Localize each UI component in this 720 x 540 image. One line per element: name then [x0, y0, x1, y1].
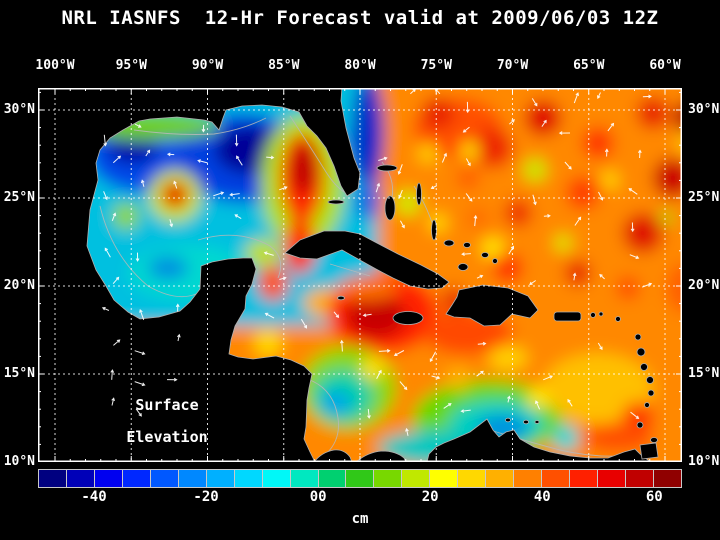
lat-tick-label-left: 10°N [3, 454, 35, 469]
lat-tick-label-right: 30°N [688, 102, 720, 117]
colorbar-segment [626, 470, 654, 487]
colorbar-tick-label: 40 [533, 489, 551, 505]
colorbar-segment [374, 470, 403, 487]
lon-tick-label: 90°W [191, 58, 224, 73]
latlon-gridlines [38, 88, 682, 462]
colorbar-segment [66, 470, 95, 487]
cuba-land [284, 230, 450, 290]
map-canvas: Surface Elevation [38, 88, 682, 462]
lon-tick-label: 65°W [573, 58, 605, 73]
colorbar-unit-label: cm [351, 511, 369, 527]
current-vector-arrows [101, 88, 653, 436]
colorbar-segment [234, 470, 263, 487]
lon-tick-label: 80°W [344, 58, 376, 73]
colorbar-segment [94, 470, 123, 487]
lon-tick-label: 70°W [496, 58, 529, 73]
colorbar-tick-label: -20 [193, 489, 219, 505]
colorbar-segment [122, 470, 151, 487]
colorbar-tick-label: 20 [421, 489, 439, 505]
trinidad-land [639, 442, 659, 460]
colorbar-segment [486, 470, 515, 487]
colorbar-segment [262, 470, 291, 487]
colorbar-tick-label: 60 [645, 489, 663, 505]
lat-tick-label-right: 20°N [688, 278, 720, 293]
costa-rica-land [313, 449, 353, 462]
colorbar-tick-label: -40 [81, 489, 107, 505]
colorbar-segment [150, 470, 179, 487]
lon-tick-label: 60°W [649, 58, 681, 73]
lon-tick-label: 95°W [115, 58, 147, 73]
colorbar-tick-label: 00 [309, 489, 327, 505]
lat-tick-label-left: 15°N [3, 366, 35, 381]
colorbar-segment [290, 470, 319, 487]
colorbar-segment [206, 470, 235, 487]
panama-land [355, 450, 407, 462]
colorbar [38, 469, 682, 488]
colorbar-segment [39, 470, 67, 487]
colorbar-segment [178, 470, 207, 487]
colorbar-segment [430, 470, 459, 487]
colorbar-segment [514, 470, 543, 487]
colorbar-segment [318, 470, 347, 487]
puerto-rico-land [553, 311, 582, 322]
hispaniola-land [445, 284, 539, 327]
map-frame [38, 88, 682, 462]
colorbar-segment [570, 470, 599, 487]
colorbar-segment [542, 470, 571, 487]
lon-tick-label: 100°W [35, 58, 75, 73]
annotation-elevation: Elevation [126, 428, 207, 446]
colorbar-segment [653, 470, 681, 487]
colorbar-segment [458, 470, 487, 487]
plot-title: NRL IASNFS 12-Hr Forecast valid at 2009/… [61, 7, 659, 29]
lon-tick-label: 75°W [420, 58, 452, 73]
lat-tick-label-left: 25°N [3, 190, 35, 205]
jamaica-land [392, 311, 424, 325]
colorbar-segment [598, 470, 627, 487]
lat-tick-label-right: 15°N [688, 366, 720, 381]
annotation-surface: Surface [135, 396, 198, 414]
lat-tick-label-right: 25°N [688, 190, 720, 205]
colorbar-segment [402, 470, 431, 487]
colorbar-segment [346, 470, 375, 487]
lat-tick-label-left: 20°N [3, 278, 35, 293]
lat-tick-label-right: 10°N [688, 454, 720, 469]
lat-tick-label-left: 30°N [3, 102, 35, 117]
lon-tick-label: 85°W [268, 58, 300, 73]
north-america-land [38, 88, 361, 462]
